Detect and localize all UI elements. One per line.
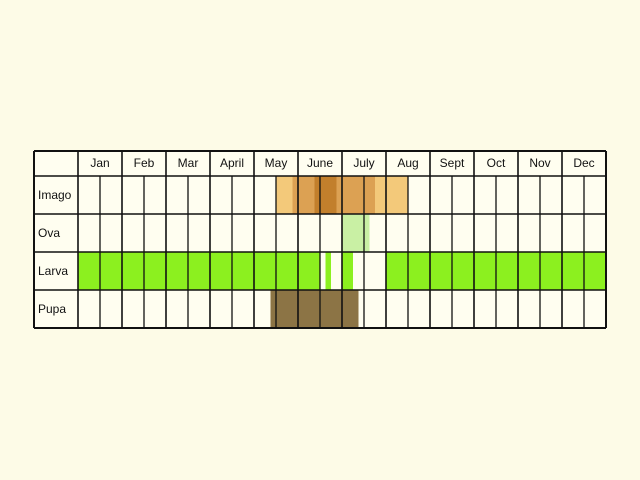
stage-label: Larva: [38, 264, 68, 278]
larva-period-bar: [78, 252, 320, 290]
stage-label: Imago: [38, 188, 72, 202]
month-label: Nov: [529, 156, 550, 170]
grid-layer: [33, 150, 607, 329]
ova-period-bar: [342, 214, 370, 252]
imago-period-bar: [292, 176, 315, 214]
larva-period-bar: [325, 252, 331, 290]
month-label: Feb: [134, 156, 155, 170]
month-label: July: [353, 156, 374, 170]
imago-period-bar: [276, 176, 293, 214]
month-label: Jan: [90, 156, 109, 170]
stage-label: Pupa: [38, 302, 66, 316]
imago-period-bar: [314, 176, 337, 214]
month-label: Aug: [397, 156, 418, 170]
imago-period-bar: [336, 176, 359, 214]
pupa-period-bar: [270, 290, 359, 328]
month-label: Sept: [440, 156, 465, 170]
label-layer: Jan Feb Mar April May June July Aug Sept Oct Nov De…: [38, 156, 595, 316]
imago-period-bar: [358, 176, 375, 214]
imago-period-bar: [375, 176, 408, 214]
month-label: June: [307, 156, 333, 170]
bar-layer: [78, 176, 606, 328]
stage-label: Ova: [38, 226, 60, 240]
month-label: May: [265, 156, 288, 170]
month-label: Mar: [178, 156, 199, 170]
month-label: Oct: [487, 156, 506, 170]
larva-period-bar: [342, 252, 353, 290]
month-label: Dec: [573, 156, 594, 170]
month-label: April: [220, 156, 244, 170]
